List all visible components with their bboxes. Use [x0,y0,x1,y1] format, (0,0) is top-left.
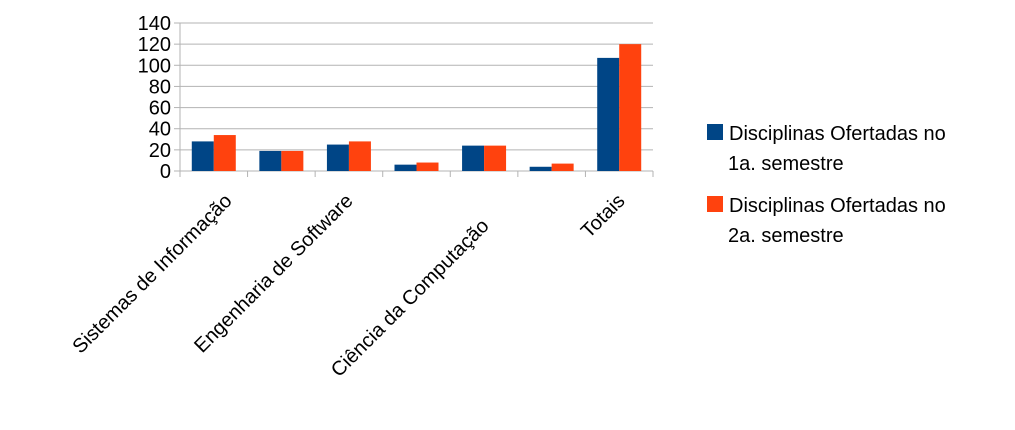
legend-swatch [707,196,723,212]
bar-series-1 [597,57,620,172]
bar-series-1 [191,141,214,171]
bar-series-2 [348,141,371,171]
legend-label: 2a. semestre [728,225,844,247]
bar-series-2 [416,162,439,171]
bar-series-1 [462,145,485,171]
y-tick-label: 100 [138,55,171,77]
bar-series-2 [213,135,236,171]
legend-label: 1a. semestre [728,153,844,175]
y-tick-label: 20 [149,140,171,162]
legend-label: Disciplinas Ofertadas no [729,195,946,217]
bar-series-2 [551,163,574,171]
y-tick-label: 80 [149,76,171,98]
y-tick-label: 40 [149,119,171,141]
legend-label: Disciplinas Ofertadas no [729,123,946,145]
y-tick-label: 120 [138,34,171,56]
gridlines [180,22,653,172]
bar-series-2 [484,145,507,171]
x-category-label: Ciência da Computação [327,215,494,382]
y-tick-label: 60 [149,98,171,120]
bars [191,44,642,172]
bar-series-1 [326,144,349,171]
legend: Disciplinas Ofertadas no 1a. semestre Disc… [707,123,946,247]
bar-series-2 [281,150,304,171]
x-category-label: Totais [577,190,630,243]
bar-series-1 [529,166,552,171]
bar-series-1 [259,150,282,171]
axes [174,22,654,177]
legend-swatch [707,124,723,140]
y-tick-label: 140 [138,13,171,35]
y-tick-label: 0 [160,161,171,183]
bar-series-2 [619,44,642,172]
bar-series-1 [394,164,417,171]
